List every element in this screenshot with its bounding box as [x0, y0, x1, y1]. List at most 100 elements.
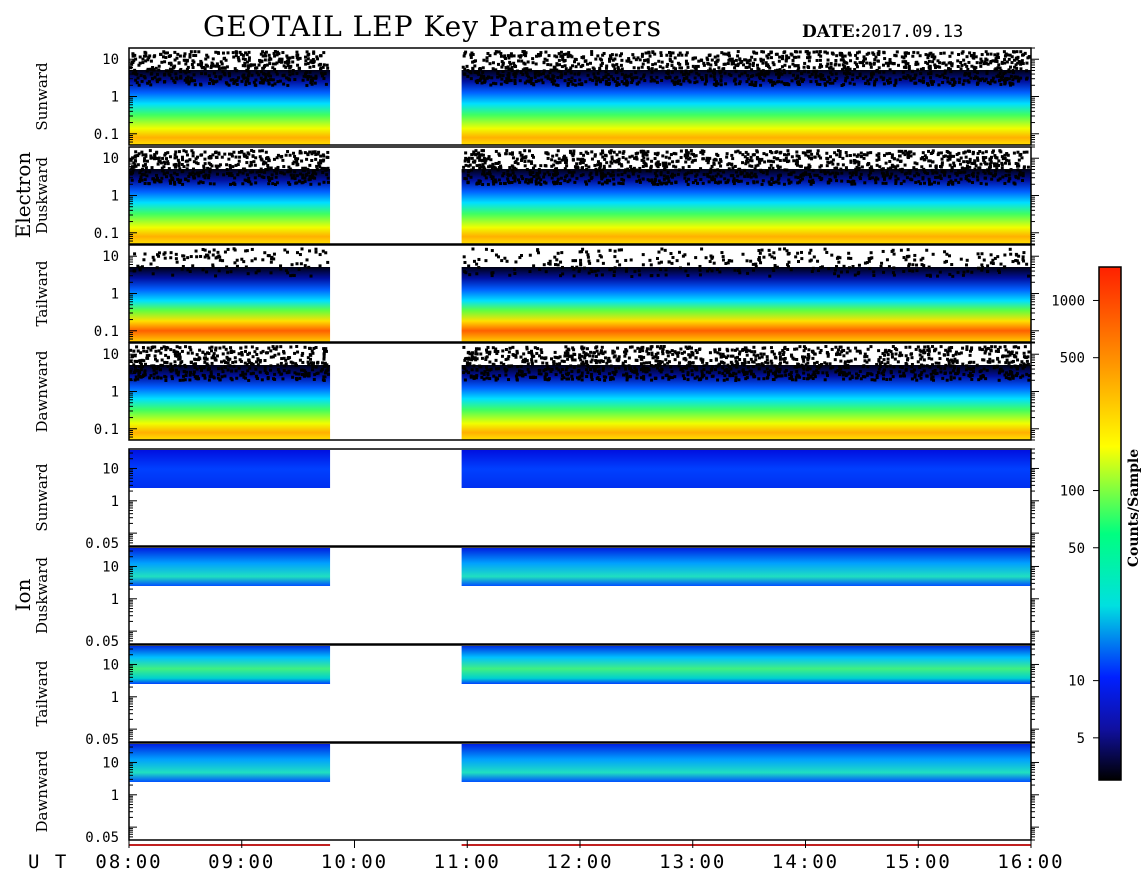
noise-speck — [538, 354, 542, 358]
noise-speck — [788, 71, 792, 75]
noise-speck — [808, 251, 812, 255]
noise-speck — [463, 378, 467, 382]
noise-speck — [176, 350, 180, 354]
noise-speck — [308, 177, 312, 181]
noise-speck — [174, 150, 178, 154]
noise-speck — [481, 163, 485, 167]
noise-speck — [807, 348, 811, 352]
noise-speck — [565, 158, 569, 162]
noise-speck — [314, 365, 318, 369]
noise-speck — [940, 163, 944, 167]
noise-speck — [286, 271, 290, 275]
noise-speck — [996, 56, 1000, 60]
noise-speck — [471, 160, 475, 164]
noise-speck — [504, 348, 508, 352]
noise-speck — [155, 156, 159, 160]
noise-speck — [998, 177, 1002, 181]
noise-speck — [958, 77, 962, 81]
noise-speck — [239, 346, 243, 350]
noise-speck — [660, 182, 664, 186]
noise-speck — [819, 63, 823, 67]
noise-speck — [1019, 67, 1023, 71]
noise-speck — [585, 167, 589, 171]
noise-speck — [989, 261, 993, 265]
noise-speck — [760, 355, 764, 359]
noise-speck — [303, 151, 307, 155]
noise-speck — [922, 158, 926, 162]
noise-speck — [322, 76, 326, 80]
noise-speck — [768, 166, 772, 170]
noise-speck — [478, 163, 482, 167]
noise-speck — [599, 152, 603, 156]
noise-speck — [917, 374, 921, 378]
noise-speck — [768, 253, 772, 257]
noise-speck — [819, 169, 823, 173]
noise-speck — [159, 351, 163, 355]
noise-speck — [734, 69, 738, 73]
noise-speck — [581, 247, 585, 251]
noise-speck — [207, 173, 211, 177]
noise-speck — [309, 81, 313, 85]
noise-speck — [521, 72, 525, 76]
noise-speck — [777, 71, 781, 75]
noise-speck — [538, 170, 542, 174]
noise-speck — [745, 353, 749, 357]
noise-speck — [323, 361, 327, 365]
noise-speck — [218, 258, 222, 262]
noise-speck — [930, 160, 934, 164]
noise-speck — [477, 181, 481, 185]
noise-speck — [624, 258, 628, 262]
noise-speck — [862, 156, 866, 160]
noise-speck — [659, 54, 663, 58]
noise-speck — [949, 375, 953, 379]
noise-speck — [934, 165, 938, 169]
noise-speck — [226, 270, 230, 274]
noise-speck — [530, 161, 534, 165]
noise-speck — [617, 157, 621, 161]
noise-speck — [792, 55, 796, 59]
noise-speck — [877, 152, 881, 156]
noise-speck — [641, 177, 645, 181]
noise-speck — [919, 258, 923, 262]
noise-speck — [858, 369, 862, 373]
noise-speck — [723, 71, 727, 75]
noise-speck — [272, 252, 276, 256]
noise-speck — [1022, 259, 1026, 263]
noise-speck — [988, 82, 992, 86]
noise-speck — [912, 166, 916, 170]
noise-speck — [533, 75, 537, 79]
noise-speck — [472, 150, 476, 154]
noise-speck — [462, 165, 466, 169]
noise-speck — [560, 359, 564, 363]
noise-speck — [565, 164, 569, 168]
noise-speck — [563, 79, 567, 83]
noise-speck — [135, 369, 139, 373]
noise-speck — [841, 156, 845, 160]
noise-speck — [563, 167, 567, 171]
noise-speck — [240, 350, 244, 354]
noise-speck — [946, 158, 950, 162]
noise-speck — [950, 62, 954, 66]
noise-speck — [866, 151, 870, 155]
noise-speck — [796, 64, 800, 68]
noise-speck — [980, 53, 984, 57]
noise-speck — [694, 179, 698, 183]
noise-speck — [948, 54, 952, 58]
noise-speck — [975, 82, 979, 86]
noise-speck — [823, 247, 827, 251]
noise-speck — [910, 377, 914, 381]
noise-speck — [470, 51, 474, 55]
noise-speck — [233, 67, 237, 71]
noise-speck — [894, 179, 898, 183]
noise-speck — [540, 78, 544, 82]
noise-speck — [139, 375, 143, 379]
noise-speck — [800, 257, 804, 261]
noise-speck — [920, 165, 924, 169]
noise-speck — [659, 260, 663, 264]
noise-speck — [492, 182, 496, 186]
noise-speck — [727, 58, 731, 62]
noise-speck — [913, 73, 917, 77]
noise-speck — [840, 68, 844, 72]
noise-speck — [841, 63, 845, 67]
noise-speck — [967, 60, 971, 64]
